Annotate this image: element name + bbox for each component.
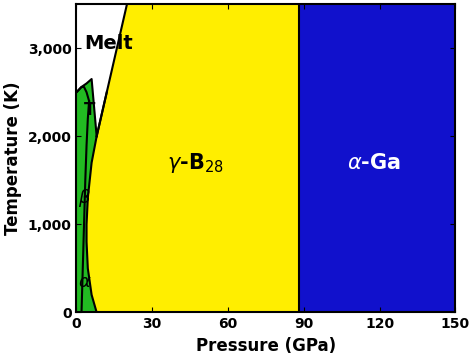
X-axis label: Pressure (GPa): Pressure (GPa) (196, 337, 336, 355)
Polygon shape (76, 4, 127, 136)
Text: Melt: Melt (84, 34, 133, 53)
Polygon shape (76, 79, 97, 312)
Polygon shape (87, 4, 299, 312)
Text: $\beta$: $\beta$ (78, 187, 91, 209)
Text: $\gamma$-B$_{28}$: $\gamma$-B$_{28}$ (167, 151, 224, 175)
Text: T: T (83, 101, 95, 119)
Text: $\alpha$-Ga: $\alpha$-Ga (347, 153, 401, 173)
Y-axis label: Temperature (K): Temperature (K) (4, 81, 22, 235)
Text: $\alpha$: $\alpha$ (79, 272, 92, 290)
Polygon shape (299, 4, 455, 312)
